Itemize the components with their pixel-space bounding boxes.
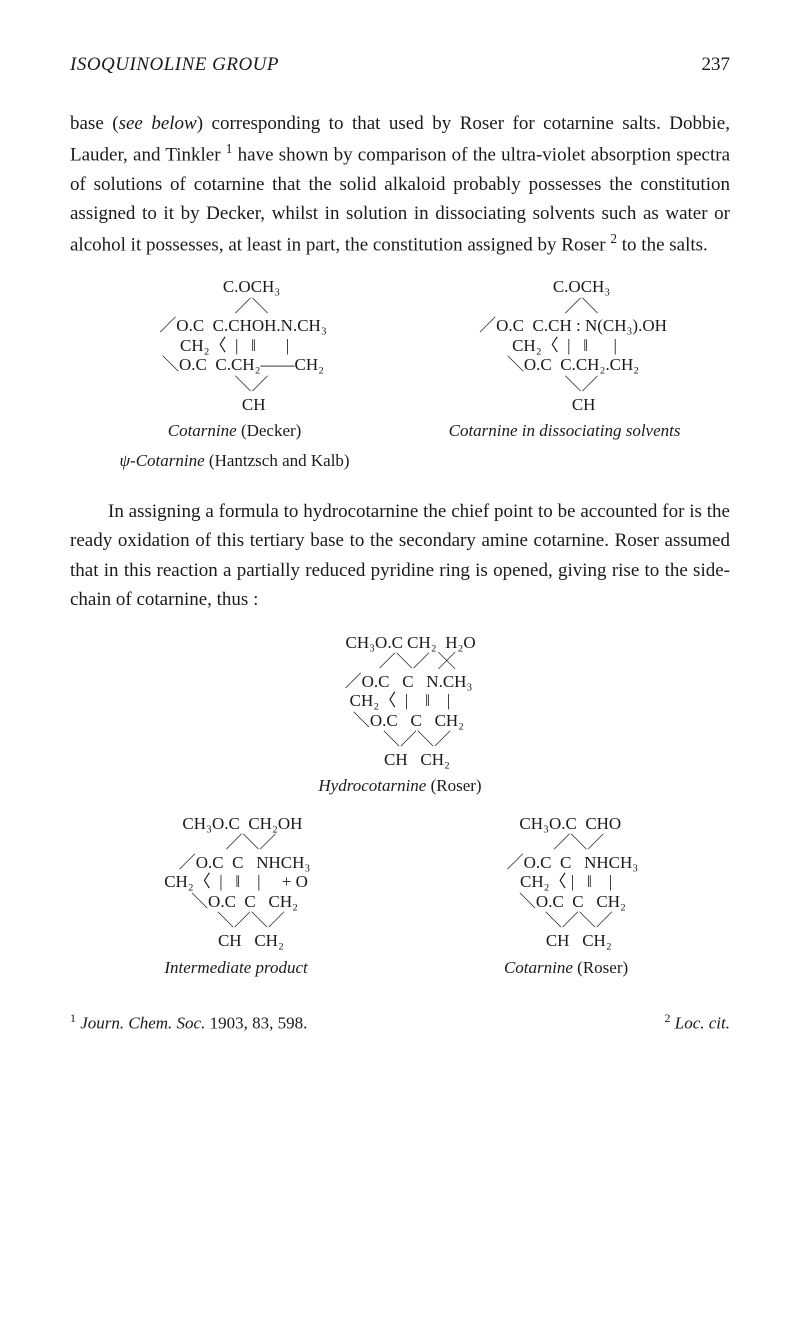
formula-5-caption-ital: Cotarnine [504, 958, 573, 977]
formula-1: C.OCH₃ ／＼ ／O.C C.CHOH.N.CH₃ CH₂〈 | ‖ | ＼… [120, 277, 350, 414]
formula-4: CH₃O.C CH₂OH ／＼／ ／O.C C NHCH₃ CH₂〈 | ‖ |… [162, 814, 311, 951]
formula-1-caption: Cotarnine (Decker) [120, 418, 350, 444]
p1-see-below: see below [119, 113, 197, 134]
formula-1-sub-rest: (Hantzsch and Kalb) [205, 451, 350, 470]
formula-row-2: CH₃O.C CH₂ H₂O ／＼／ ╳ ／O.C C N.CH₃ CH₂〈 |… [70, 633, 730, 800]
formula-3: CH₃O.C CH₂ H₂O ／＼／ ╳ ／O.C C N.CH₃ CH₂〈 |… [318, 633, 481, 770]
footnote-2: 2 Loc. cit. [665, 1009, 730, 1037]
formula-3-wrap: CH₃O.C CH₂ H₂O ／＼／ ╳ ／O.C C N.CH₃ CH₂〈 |… [318, 633, 481, 800]
formula-1-wrap: C.OCH₃ ／＼ ／O.C C.CHOH.N.CH₃ CH₂〈 | ‖ | ＼… [120, 277, 350, 475]
header-title: ISOQUINOLINE GROUP [70, 50, 279, 79]
formula-2-caption-ital: Cotarnine in dissociating solvents [449, 421, 681, 440]
formula-2: C.OCH₃ ／＼ ／O.C C.CH : N(CH₃).OH CH₂〈 | ‖… [449, 277, 681, 414]
fn2-ital: Loc. cit. [671, 1014, 731, 1033]
formula-4-caption-ital: Intermediate product [164, 958, 307, 977]
footnotes: 1 Journ. Chem. Soc. 1903, 83, 598. 2 Loc… [70, 1009, 730, 1037]
formula-1-caption-rest: (Decker) [237, 421, 302, 440]
paragraph-1: base (see below) corresponding to that u… [70, 109, 730, 259]
formula-2-wrap: C.OCH₃ ／＼ ／O.C C.CH : N(CH₃).OH CH₂〈 | ‖… [449, 277, 681, 475]
formula-4-wrap: CH₃O.C CH₂OH ／＼／ ／O.C C NHCH₃ CH₂〈 | ‖ |… [162, 814, 311, 981]
formula-1-subcaption: ψ-Cotarnine (Hantzsch and Kalb) [120, 448, 350, 474]
formula-5-caption: Cotarnine (Roser) [494, 955, 638, 981]
p1-text-a: base ( [70, 113, 119, 134]
formula-1-sub-ital: ψ-Cotarnine [120, 451, 205, 470]
formula-3-caption-ital: Hydrocotarnine [318, 776, 426, 795]
footnote-1: 1 Journ. Chem. Soc. 1903, 83, 598. [70, 1009, 307, 1037]
fn1-rest: 1903, 83, 598. [205, 1014, 307, 1033]
formula-row-1: C.OCH₃ ／＼ ／O.C C.CHOH.N.CH₃ CH₂〈 | ‖ | ＼… [70, 277, 730, 475]
formula-5: CH₃O.C CHO ／＼／ ／O.C C NHCH₃ CH₂〈 | ‖ | ＼… [494, 814, 638, 951]
page-container: ISOQUINOLINE GROUP 237 base (see below) … [0, 0, 800, 1097]
formula-5-caption-rest: (Roser) [573, 958, 628, 977]
formula-row-3: CH₃O.C CH₂OH ／＼／ ／O.C C NHCH₃ CH₂〈 | ‖ |… [70, 814, 730, 981]
formula-5-wrap: CH₃O.C CHO ／＼／ ／O.C C NHCH₃ CH₂〈 | ‖ | ＼… [494, 814, 638, 981]
page-header: ISOQUINOLINE GROUP 237 [70, 50, 730, 79]
page-number: 237 [702, 50, 731, 79]
fn1-ital: Journ. Chem. Soc. [76, 1014, 205, 1033]
formula-3-caption: Hydrocotarnine (Roser) [318, 773, 481, 799]
formula-1-caption-ital: Cotarnine [168, 421, 237, 440]
formula-4-caption: Intermediate product [162, 955, 311, 981]
paragraph-2: In assigning a formula to hydrocotarnine… [70, 497, 730, 615]
p1-text-d: to the salts. [617, 234, 708, 255]
formula-3-caption-rest: (Roser) [426, 776, 481, 795]
formula-2-caption: Cotarnine in dissociating solvents [449, 418, 681, 444]
